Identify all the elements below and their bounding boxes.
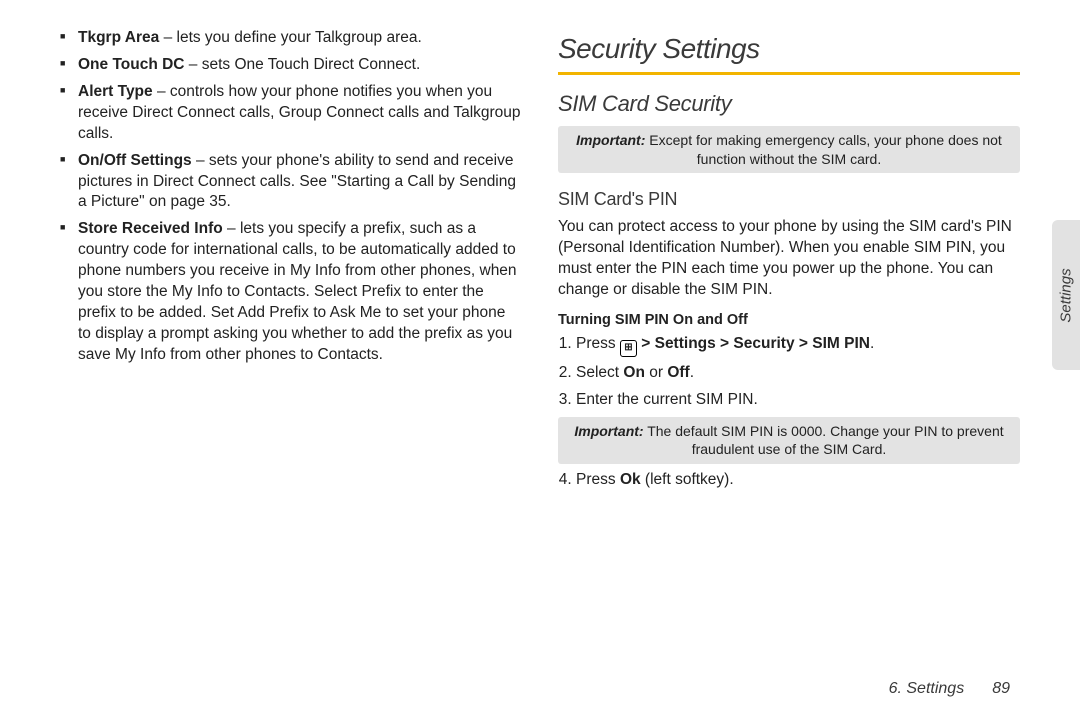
- bullet-title: Tkgrp Area: [78, 29, 159, 46]
- page-footer: 6. Settings 89: [889, 680, 1010, 698]
- step-bold: Ok: [620, 471, 641, 488]
- feature-bullet-list: Tkgrp Area – lets you define your Talkgr…: [60, 28, 522, 366]
- step-text: Press: [576, 335, 620, 352]
- list-item: Tkgrp Area – lets you define your Talkgr…: [60, 28, 522, 49]
- step-text: Enter the current SIM PIN.: [576, 391, 758, 408]
- bullet-desc: – lets you specify a prefix, such as a c…: [78, 220, 517, 363]
- menu-key-icon: ⊞: [620, 340, 637, 357]
- step-text: (left softkey).: [641, 471, 734, 488]
- step-text: Press: [576, 471, 620, 488]
- manual-page: Tkgrp Area – lets you define your Talkgr…: [0, 0, 1080, 720]
- step-list-cont: Press Ok (left softkey).: [576, 470, 1020, 491]
- important-note: Important: The default SIM PIN is 0000. …: [558, 417, 1020, 463]
- step-path: > Settings > Security > SIM PIN: [637, 335, 870, 352]
- important-note: Important: Except for making emergency c…: [558, 126, 1020, 172]
- step-item: Select On or Off.: [576, 363, 1020, 384]
- bullet-title: Store Received Info: [78, 220, 223, 237]
- list-item: On/Off Settings – sets your phone's abil…: [60, 151, 522, 214]
- note-label: Important:: [576, 132, 645, 148]
- step-item: Enter the current SIM PIN.: [576, 390, 1020, 411]
- left-column: Tkgrp Area – lets you define your Talkgr…: [60, 28, 522, 720]
- list-item: One Touch DC – sets One Touch Direct Con…: [60, 55, 522, 76]
- step-text: .: [690, 364, 694, 381]
- step-text: .: [870, 335, 874, 352]
- step-text: or: [645, 364, 667, 381]
- note-text: The default SIM PIN is 0000. Change your…: [644, 423, 1004, 457]
- page-number: 89: [992, 680, 1010, 697]
- section-tab-label: Settings: [1058, 268, 1075, 322]
- step-bold: On: [623, 364, 645, 381]
- body-paragraph: You can protect access to your phone by …: [558, 217, 1020, 301]
- subsection-heading: SIM Card Security: [558, 89, 1020, 119]
- list-item: Store Received Info – lets you specify a…: [60, 219, 522, 365]
- bullet-desc: – lets you define your Talkgroup area.: [159, 29, 422, 46]
- note-label: Important:: [574, 423, 643, 439]
- bullet-title: On/Off Settings: [78, 152, 192, 169]
- footer-section: 6. Settings: [889, 680, 965, 697]
- accent-rule: [558, 72, 1020, 75]
- step-item: Press Ok (left softkey).: [576, 470, 1020, 491]
- right-column: Security Settings SIM Card Security Impo…: [558, 28, 1020, 720]
- topic-heading: SIM Card's PIN: [558, 187, 1020, 211]
- step-item: Press ⊞ > Settings > Security > SIM PIN.: [576, 334, 1020, 357]
- bullet-title: Alert Type: [78, 83, 153, 100]
- section-tab: Settings: [1052, 220, 1080, 370]
- bullet-title: One Touch DC: [78, 56, 185, 73]
- step-bold: Off: [667, 364, 689, 381]
- bullet-desc: – sets One Touch Direct Connect.: [185, 56, 421, 73]
- section-heading: Security Settings: [558, 30, 1020, 68]
- list-item: Alert Type – controls how your phone not…: [60, 82, 522, 145]
- procedure-title: Turning SIM PIN On and Off: [558, 311, 1020, 331]
- step-text: Select: [576, 364, 623, 381]
- note-text: Except for making emergency calls, your …: [645, 132, 1001, 166]
- step-list: Press ⊞ > Settings > Security > SIM PIN.…: [576, 334, 1020, 411]
